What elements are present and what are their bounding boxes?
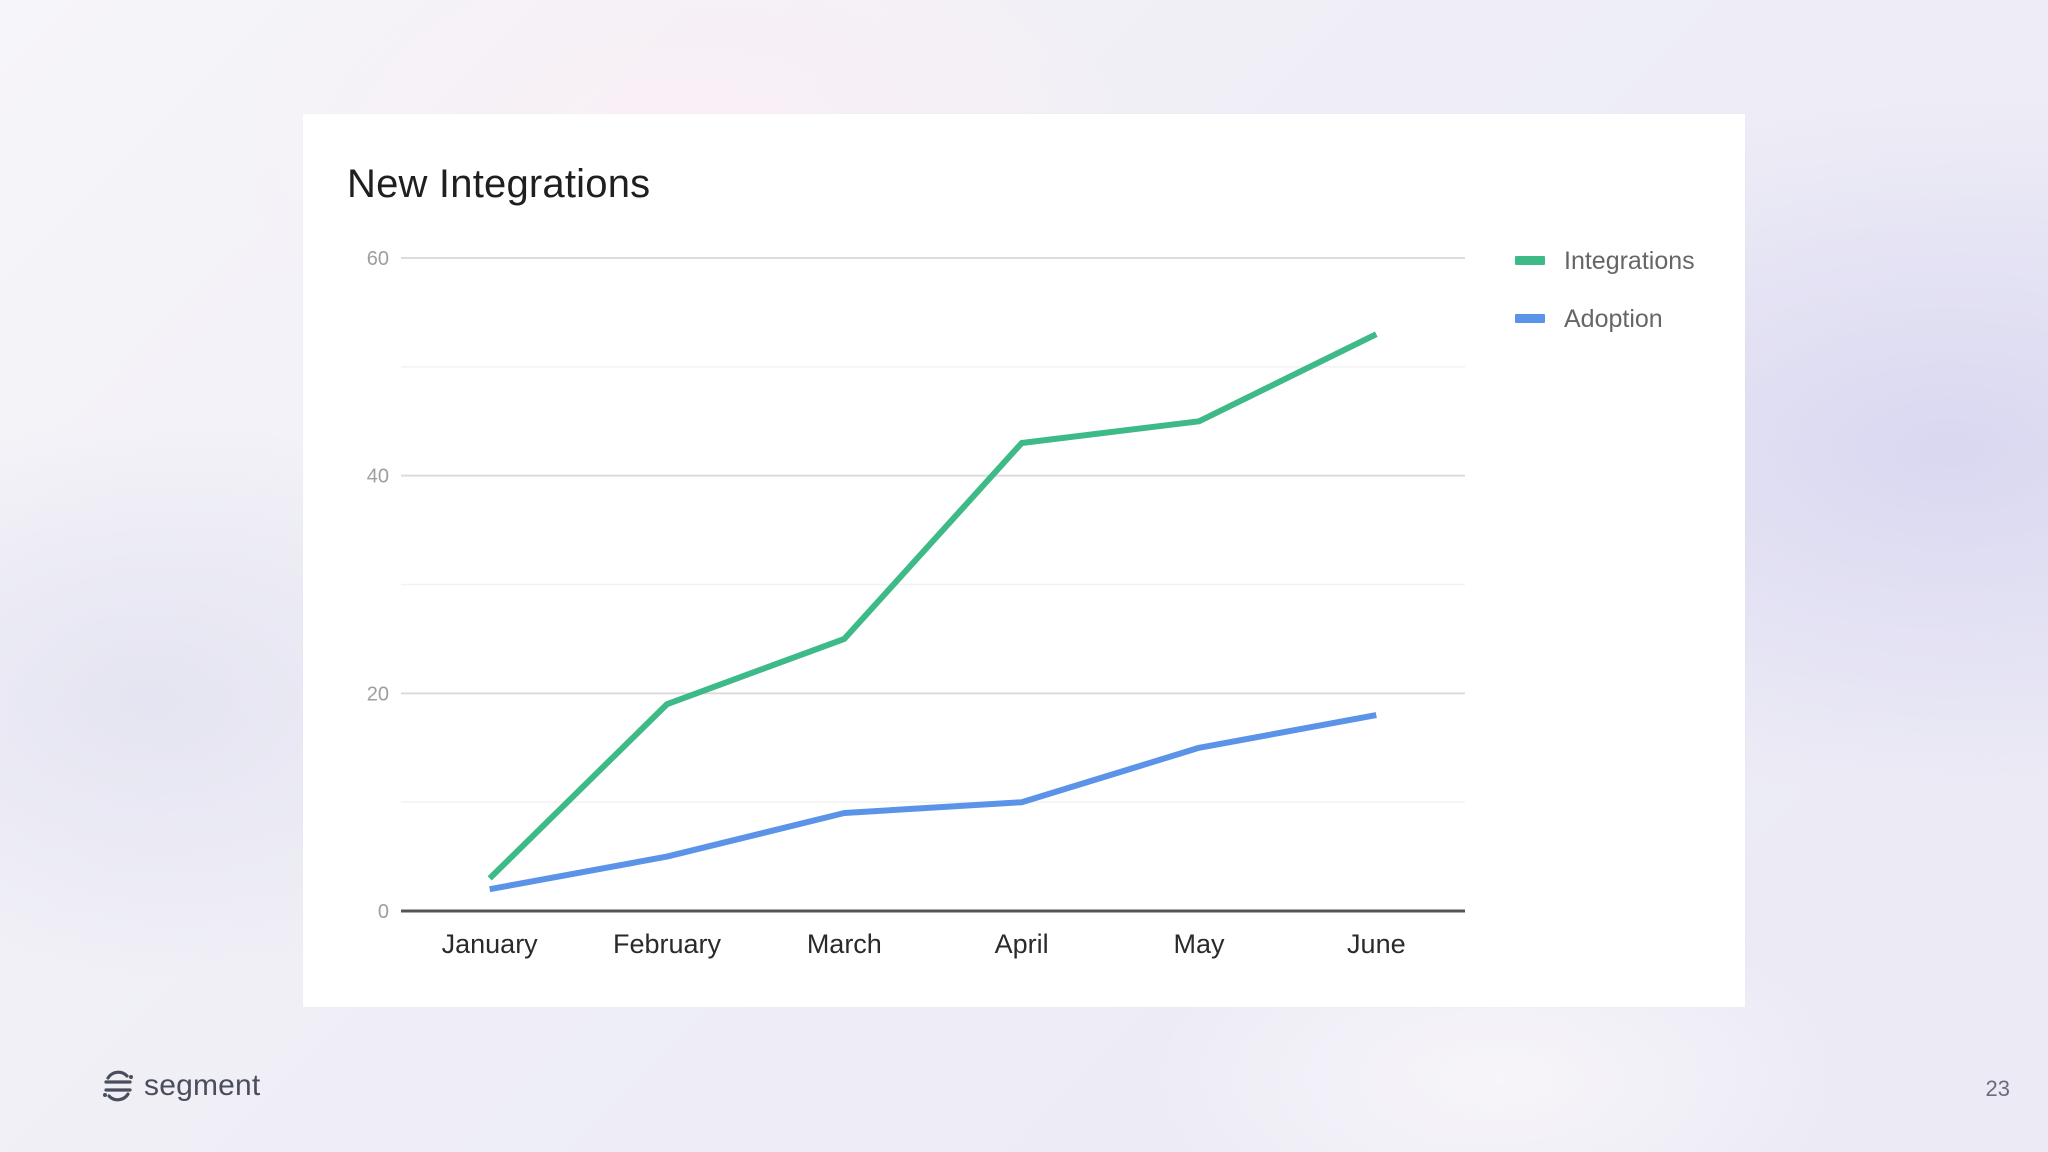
y-tick-label: 40	[367, 466, 389, 488]
x-tick-label: January	[442, 929, 539, 959]
legend-label-integrations: Integrations	[1564, 247, 1695, 275]
y-tick-label: 60	[367, 248, 389, 270]
legend-swatch-adoption	[1515, 314, 1545, 323]
series-line-integrations	[487, 331, 1378, 881]
line-chart: 0 20 40 60 January February March April May June I…	[367, 247, 1695, 959]
series-line-adoption	[489, 712, 1377, 893]
x-tick-label: May	[1173, 929, 1225, 959]
chart-title: New Integrations	[347, 162, 651, 206]
legend-swatch-integrations	[1515, 256, 1545, 265]
x-tick-label: March	[807, 929, 882, 959]
x-tick-label: June	[1347, 929, 1406, 959]
chart-card: New Integrations 0 20 40 60 January February M…	[303, 114, 1745, 1007]
page-number: 23	[1985, 1076, 2010, 1101]
brand-name: segment	[144, 1069, 261, 1102]
segment-logo-icon	[103, 1070, 133, 1102]
y-tick-label: 20	[367, 683, 389, 705]
segment-logo: segment	[100, 1066, 260, 1106]
x-tick-label: February	[613, 929, 722, 959]
x-tick-label: April	[995, 929, 1049, 959]
y-tick-label: 0	[378, 901, 389, 923]
legend-label-adoption: Adoption	[1564, 305, 1663, 333]
